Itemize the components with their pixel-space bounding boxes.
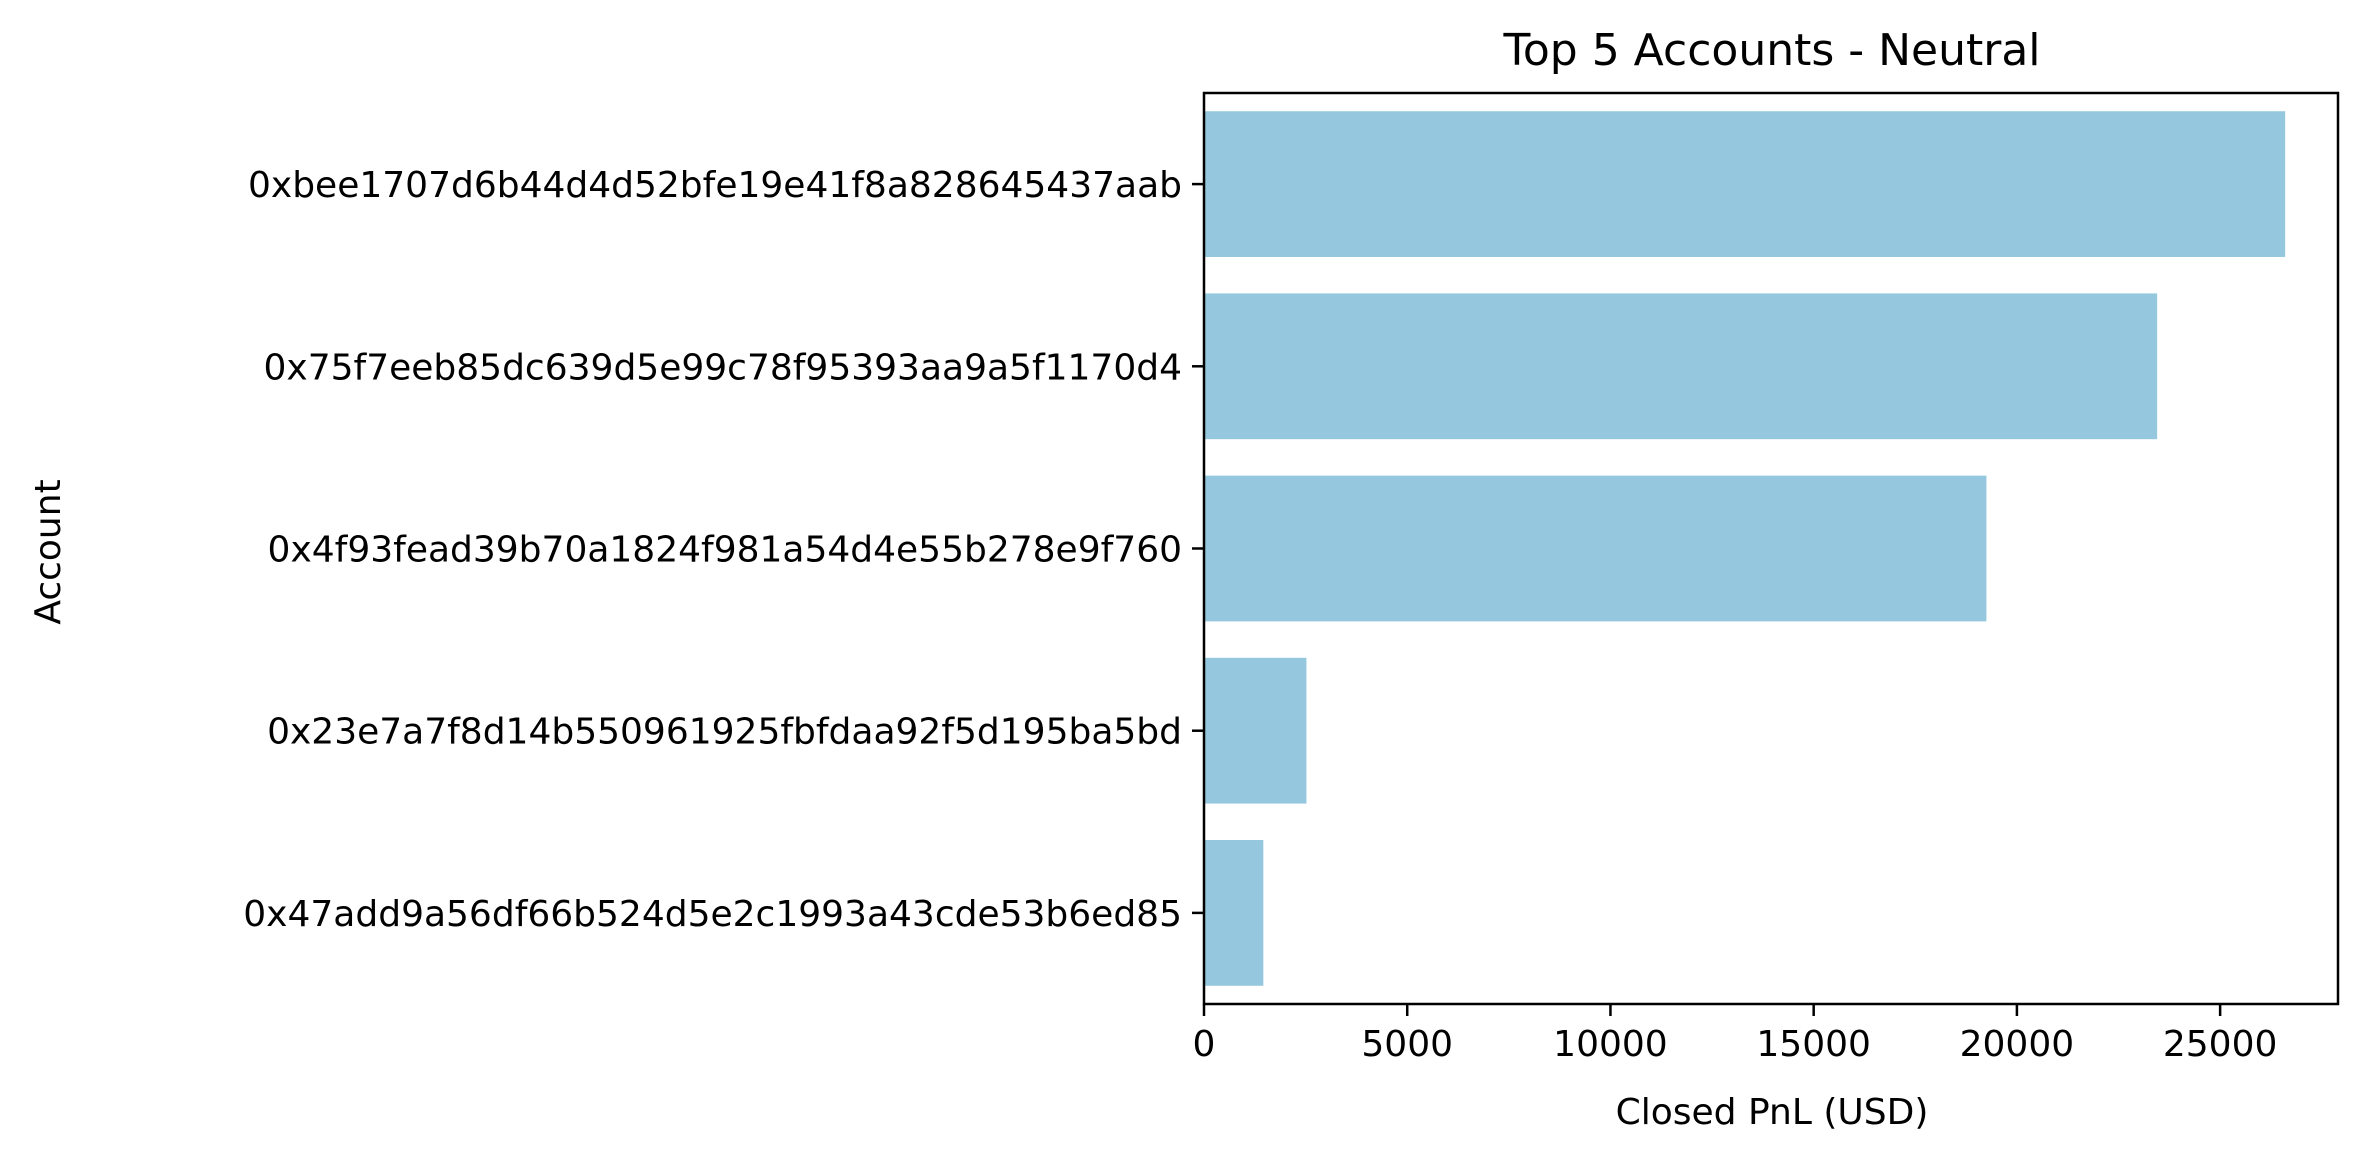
y-axis-ticks: 0xbee1707d6b44d4d52bfe19e41f8a828645437a… xyxy=(243,165,1204,935)
x-tick-label: 15000 xyxy=(1756,1024,1871,1065)
x-tick-label: 20000 xyxy=(1960,1024,2075,1065)
plot-frame xyxy=(1202,91,2340,1006)
bars-group xyxy=(1204,111,2286,986)
x-tick-label: 10000 xyxy=(1553,1024,1668,1065)
x-axis-ticks: 0 5000 10000 15000 20000 25000 xyxy=(1193,1004,2278,1065)
x-tick-label: 0 xyxy=(1193,1024,1216,1065)
x-tick-label: 25000 xyxy=(2163,1024,2278,1065)
x-axis-label: Closed PnL (USD) xyxy=(1616,1092,1929,1133)
x-tick-label: 5000 xyxy=(1361,1024,1453,1065)
chart-title: Top 5 Accounts - Neutral xyxy=(1502,25,2040,76)
bar xyxy=(1204,475,1987,622)
y-tick-label: 0x47add9a56df66b524d5e2c1993a43cde53b6ed… xyxy=(243,894,1182,935)
bar xyxy=(1204,293,2158,440)
bar xyxy=(1204,840,1264,986)
y-tick-label: 0x75f7eeb85dc639d5e99c78f95393aa9a5f1170… xyxy=(264,347,1182,388)
bar xyxy=(1204,111,2286,257)
y-tick-label: 0xbee1707d6b44d4d52bfe19e41f8a828645437a… xyxy=(248,165,1182,206)
y-axis-label: Account xyxy=(28,479,69,624)
y-tick-label: 0x23e7a7f8d14b550961925fbfdaa92f5d195ba5… xyxy=(267,712,1182,753)
y-tick-label: 0x4f93fead39b70a1824f981a54d4e55b278e9f7… xyxy=(268,530,1182,571)
bar xyxy=(1204,657,1307,804)
